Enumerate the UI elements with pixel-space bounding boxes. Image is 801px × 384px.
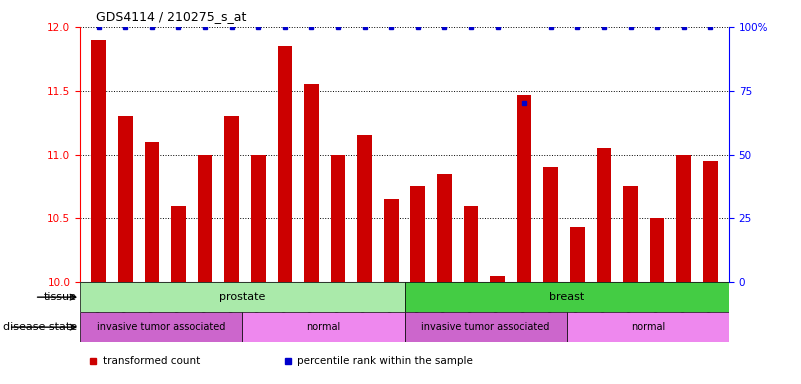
Bar [405, 282, 729, 312]
Bar [464, 205, 478, 282]
Bar [567, 312, 729, 342]
Bar [650, 218, 664, 282]
Bar [251, 154, 266, 282]
Text: percentile rank within the sample: percentile rank within the sample [297, 356, 473, 366]
Text: transformed count: transformed count [103, 356, 200, 366]
Text: breast: breast [549, 292, 585, 302]
Bar [703, 161, 718, 282]
Bar [277, 46, 292, 282]
Text: GDS4114 / 210275_s_at: GDS4114 / 210275_s_at [96, 10, 247, 23]
Bar [405, 312, 567, 342]
Bar [357, 136, 372, 282]
Bar [118, 116, 133, 282]
Text: invasive tumor associated: invasive tumor associated [421, 322, 549, 332]
Bar [145, 142, 159, 282]
Text: prostate: prostate [219, 292, 265, 302]
Bar [304, 84, 319, 282]
Bar [676, 154, 691, 282]
Bar [80, 282, 405, 312]
Bar [437, 174, 452, 282]
Bar [517, 94, 532, 282]
Bar [623, 186, 638, 282]
Bar [384, 199, 399, 282]
Bar [198, 154, 212, 282]
Bar [80, 312, 242, 342]
Bar [331, 154, 345, 282]
Text: tissue: tissue [44, 292, 77, 302]
Bar [597, 148, 611, 282]
Bar [224, 116, 239, 282]
Bar [171, 205, 186, 282]
Bar [570, 227, 585, 282]
Bar [242, 312, 405, 342]
Text: normal: normal [306, 322, 340, 332]
Bar [91, 40, 106, 282]
Bar [410, 186, 425, 282]
Text: normal: normal [630, 322, 665, 332]
Text: invasive tumor associated: invasive tumor associated [97, 322, 225, 332]
Bar [490, 276, 505, 282]
Bar [543, 167, 558, 282]
Text: disease state: disease state [2, 322, 77, 332]
